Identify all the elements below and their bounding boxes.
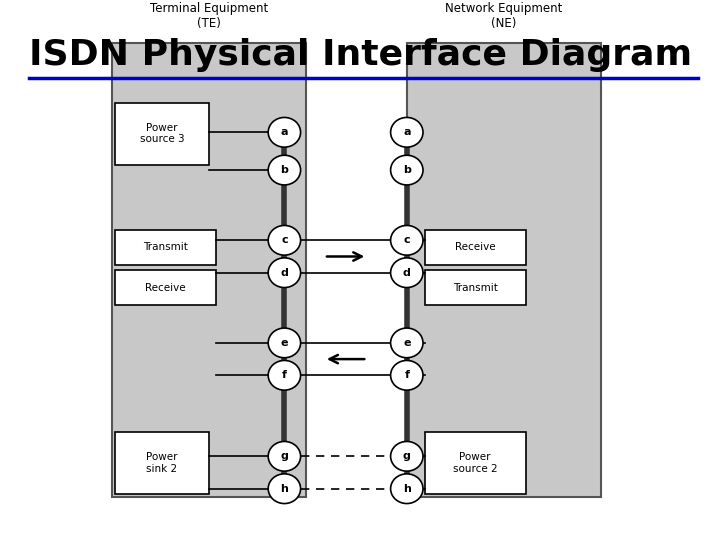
- Bar: [115, 270, 216, 305]
- Ellipse shape: [269, 474, 301, 503]
- Text: d: d: [281, 268, 288, 278]
- Ellipse shape: [390, 442, 423, 471]
- Ellipse shape: [269, 258, 301, 287]
- Bar: [425, 230, 526, 265]
- Ellipse shape: [269, 442, 301, 471]
- Text: Network Equipment
(NE): Network Equipment (NE): [445, 2, 563, 30]
- Text: d: d: [403, 268, 410, 278]
- Ellipse shape: [269, 117, 301, 147]
- Bar: [425, 270, 526, 305]
- Text: f: f: [405, 370, 409, 380]
- Text: Transmit: Transmit: [453, 282, 498, 293]
- Text: g: g: [281, 451, 288, 461]
- Text: e: e: [403, 338, 410, 348]
- Text: Receive: Receive: [145, 282, 186, 293]
- Text: Power
sink 2: Power sink 2: [146, 453, 178, 474]
- Text: Receive: Receive: [455, 242, 495, 252]
- Text: g: g: [403, 451, 410, 461]
- Text: f: f: [282, 370, 287, 380]
- Ellipse shape: [390, 328, 423, 357]
- Text: e: e: [281, 338, 288, 348]
- Ellipse shape: [390, 225, 423, 255]
- Ellipse shape: [390, 155, 423, 185]
- Text: Terminal Equipment
(TE): Terminal Equipment (TE): [150, 2, 268, 30]
- Text: Power
source 2: Power source 2: [453, 453, 498, 474]
- Text: ISDN Physical Interface Diagram: ISDN Physical Interface Diagram: [29, 38, 692, 72]
- Text: a: a: [281, 127, 288, 137]
- Ellipse shape: [269, 225, 301, 255]
- Ellipse shape: [390, 117, 423, 147]
- Ellipse shape: [269, 361, 301, 390]
- Bar: [407, 43, 601, 497]
- Ellipse shape: [390, 474, 423, 503]
- Bar: [112, 43, 306, 497]
- Text: b: b: [403, 165, 410, 175]
- Text: c: c: [403, 235, 410, 245]
- Bar: [425, 432, 526, 494]
- Ellipse shape: [269, 155, 301, 185]
- Text: b: b: [281, 165, 288, 175]
- Text: Transmit: Transmit: [143, 242, 188, 252]
- Text: h: h: [281, 484, 288, 494]
- Ellipse shape: [390, 361, 423, 390]
- Text: c: c: [281, 235, 288, 245]
- Bar: [115, 432, 209, 494]
- Bar: [115, 103, 209, 165]
- Bar: [115, 230, 216, 265]
- Text: h: h: [403, 484, 410, 494]
- Text: a: a: [403, 127, 410, 137]
- Ellipse shape: [390, 258, 423, 287]
- Text: Power
source 3: Power source 3: [140, 123, 184, 145]
- Ellipse shape: [269, 328, 301, 357]
